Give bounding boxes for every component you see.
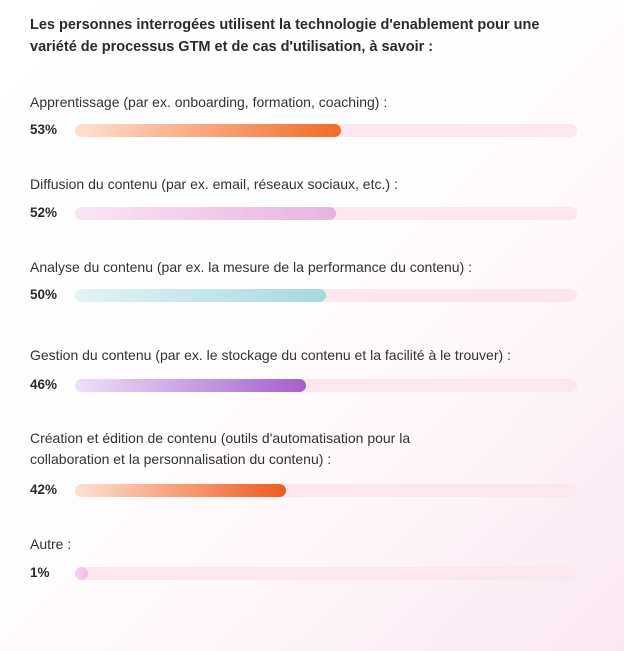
bar-item: Création et édition de contenu (outils d… [30, 428, 600, 497]
bar-row: 46% [30, 377, 600, 393]
bar-row: 53% [30, 122, 600, 138]
value-label: 50% [30, 287, 58, 302]
chart-title: Les personnes interrogées utilisent la t… [30, 17, 540, 55]
bar-item: Autre : 1% [30, 534, 600, 580]
category-label: Autre : [30, 536, 72, 552]
bar-item: Gestion du contenu (par ex. le stockage … [30, 345, 600, 392]
bar-item: Analyse du contenu (par ex. la mesure de… [30, 257, 600, 302]
value-label: 1% [30, 565, 50, 580]
bar-row: 42% [30, 482, 600, 498]
category-label: Création et édition de contenu (outils d… [30, 430, 411, 467]
bar-track [75, 207, 577, 220]
bar-track [75, 567, 577, 580]
bar-track [75, 124, 577, 137]
bar [75, 289, 326, 302]
value-label: 46% [30, 377, 58, 392]
category-label: Analyse du contenu (par ex. la mesure de… [30, 259, 473, 275]
bar-track [75, 484, 577, 497]
category-label: Diffusion du contenu (par ex. email, rés… [30, 176, 398, 192]
bar-row: 52% [30, 205, 600, 221]
value-label: 42% [30, 482, 58, 497]
category-label: Gestion du contenu (par ex. le stockage … [30, 347, 511, 363]
bar [75, 484, 286, 497]
bar-item: Diffusion du contenu (par ex. email, rés… [30, 174, 600, 220]
bar [75, 567, 88, 580]
bar [75, 207, 337, 220]
value-label: 52% [30, 205, 58, 220]
bar-track [75, 289, 577, 302]
bar [75, 124, 342, 137]
value-label: 53% [30, 122, 58, 137]
bar-track [75, 379, 577, 392]
bar [75, 379, 306, 392]
bar-row: 1% [30, 565, 600, 581]
category-label: Apprentissage (par ex. onboarding, forma… [30, 94, 388, 110]
bar-row: 50% [30, 287, 600, 303]
bar-item: Apprentissage (par ex. onboarding, forma… [30, 92, 600, 137]
